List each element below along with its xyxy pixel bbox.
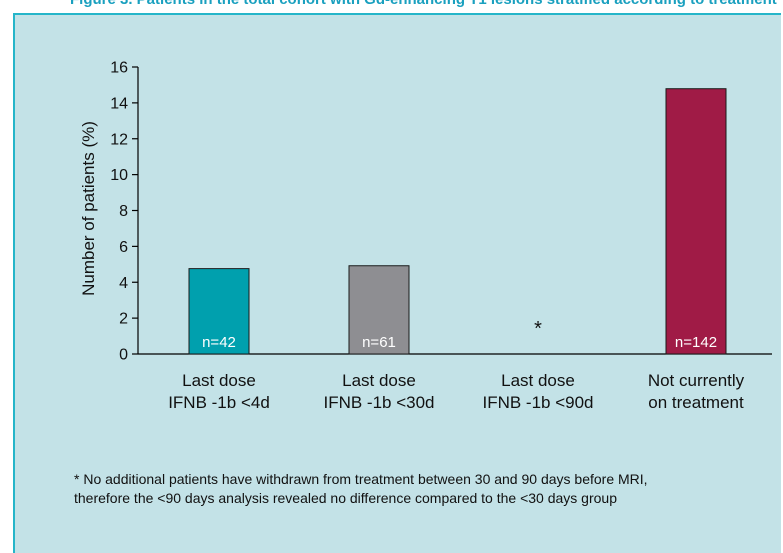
bar-label: n=142 <box>675 334 717 351</box>
y-tick-label: 4 <box>119 275 128 292</box>
footnote: * No additional patients have withdrawn … <box>74 470 774 508</box>
bar <box>665 88 727 355</box>
y-tick-label: 10 <box>110 167 128 184</box>
x-category-label: Last dose <box>501 371 575 390</box>
y-tick-label: 2 <box>119 311 128 328</box>
bar <box>188 268 250 355</box>
footnote-line-2: therefore the <90 days analysis revealed… <box>74 490 617 506</box>
y-tick-label: 14 <box>110 95 128 112</box>
bar-label: * <box>534 318 542 340</box>
y-tick-label: 12 <box>110 131 128 148</box>
x-category-label: Last dose <box>182 371 256 390</box>
x-category-label: IFNB -1b <4d <box>168 393 270 412</box>
x-category-label: Last dose <box>342 371 416 390</box>
y-tick-label: 6 <box>119 239 128 256</box>
footnote-line-1: * No additional patients have withdrawn … <box>74 471 648 487</box>
x-category-label: on treatment <box>648 393 744 412</box>
bar-label: n=61 <box>362 334 396 351</box>
x-category-label: Not currently <box>648 371 745 390</box>
x-category-label: IFNB -1b <90d <box>482 393 593 412</box>
x-category-label: IFNB -1b <30d <box>323 393 434 412</box>
y-tick-label: 8 <box>119 203 128 220</box>
y-axis-label: Number of patients (%) <box>79 121 98 296</box>
y-tick-label: 16 <box>110 60 128 77</box>
figure-caption: Figure 3. Patients in the total cohort w… <box>70 0 783 8</box>
bar <box>348 265 410 355</box>
y-tick-label: 0 <box>119 347 128 364</box>
bar-label: n=42 <box>202 334 236 351</box>
